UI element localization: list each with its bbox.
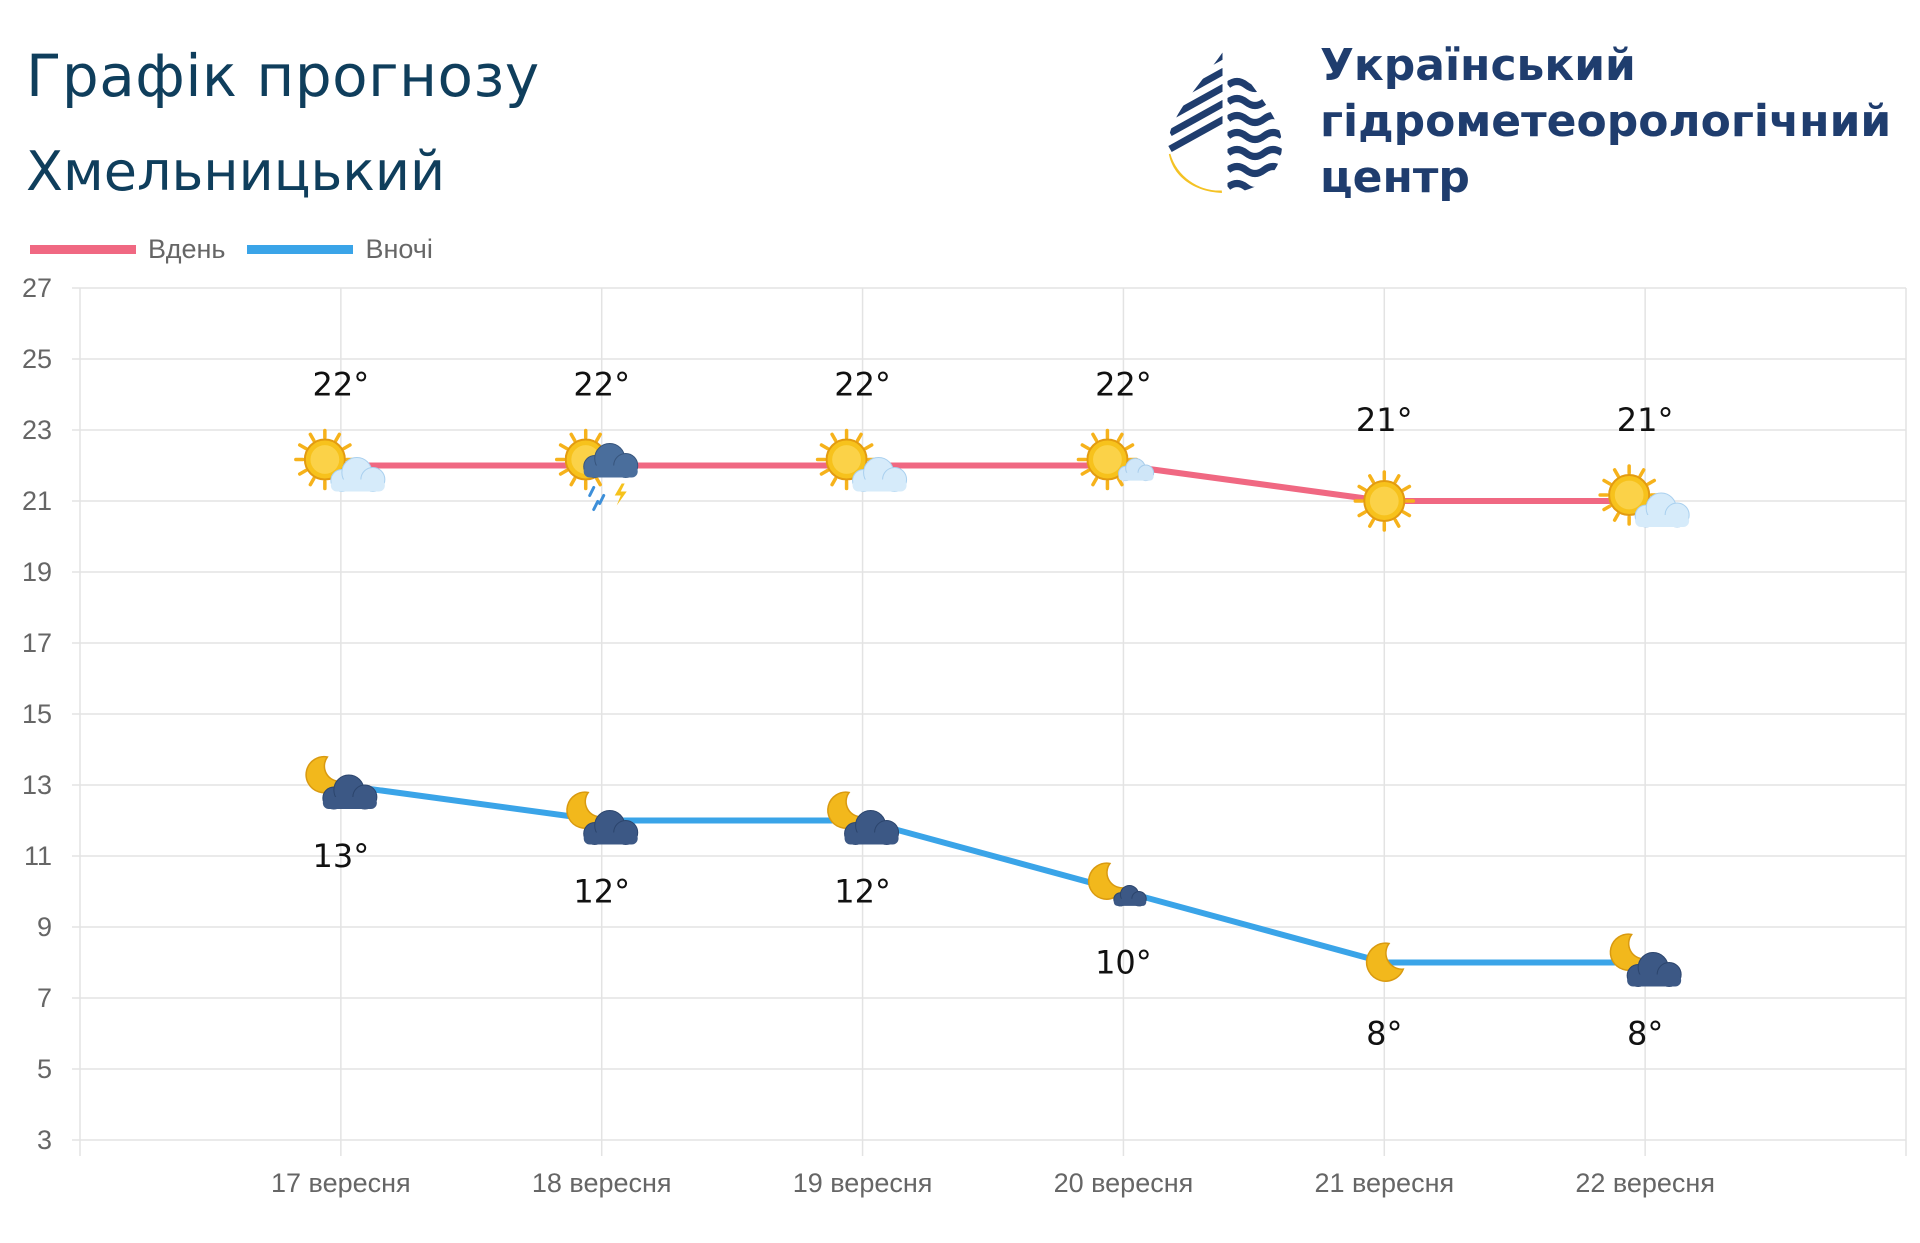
chart-title: Графік прогнозу (26, 42, 540, 110)
sun-cloud-icon (815, 428, 908, 492)
rain-shape (588, 486, 606, 511)
y-tick-label: 23 (22, 415, 52, 445)
x-tick-label: 21 вересня (1314, 1168, 1454, 1198)
moon-cloud-icon (305, 755, 378, 810)
org-name: Український гідрометеорологічний центр (1320, 38, 1891, 206)
sun-shape (294, 428, 356, 491)
moon-shape (1365, 942, 1405, 982)
cloud-shape (844, 810, 900, 845)
series-line (340, 462, 1646, 504)
org-name-line-3: центр (1320, 152, 1470, 203)
cloud-shape (1113, 885, 1147, 907)
legend-item-day[interactable]: Вдень (30, 234, 225, 265)
moon-shape (1087, 862, 1125, 900)
legend-label-day: Вдень (148, 233, 226, 264)
moon-icon (1365, 942, 1405, 982)
x-tick-label: 22 вересня (1575, 1168, 1715, 1198)
moon-cloud-icon (566, 791, 639, 845)
legend-label-night: Вночі (365, 233, 433, 264)
y-tick-label: 27 (22, 273, 52, 303)
water-drop-logo-icon (1168, 49, 1282, 193)
cloud-shape (1626, 952, 1682, 987)
data-label: 22° (834, 366, 891, 404)
y-tick-label: 5 (37, 1054, 52, 1084)
y-tick-label: 15 (22, 699, 52, 729)
sun-cloud-icon (294, 428, 386, 492)
sun-cloud-icon (1598, 464, 1690, 528)
cloud-shape (330, 457, 386, 492)
cloud-shape (583, 443, 639, 478)
cloud-shape (1634, 492, 1690, 528)
org-name-line-2: гідрометеорологічний (1320, 96, 1892, 147)
cloud-shape (583, 810, 639, 845)
y-tick-label: 25 (22, 344, 52, 374)
moon-cloud-icon (1609, 933, 1682, 987)
y-tick-label: 9 (37, 912, 52, 942)
cloud-shape (1118, 458, 1155, 482)
grid: 27 25 23 21 19 17 15 13 11 9 7 5 3 17 вересня 18 верес… (22, 273, 1907, 1198)
data-label: 22° (312, 366, 369, 404)
lightning-shape (614, 483, 627, 506)
data-label: 21° (1617, 401, 1674, 439)
data-label: 21° (1356, 401, 1413, 439)
cloud-shape (322, 774, 378, 810)
data-label: 13° (312, 837, 369, 875)
y-tick-label: 13 (22, 770, 52, 800)
chart-legend: Вдень Вночі (30, 232, 455, 266)
sun-shape (1353, 470, 1416, 532)
y-tick-label: 21 (22, 486, 52, 516)
sun-small-cloud-icon (1076, 428, 1155, 491)
series-line (340, 782, 1646, 966)
x-tick-label: 17 вересня (271, 1168, 411, 1198)
data-label: 8° (1366, 1015, 1402, 1053)
y-tick-label: 19 (22, 557, 52, 587)
legend-swatch-night (247, 244, 354, 254)
data-label: 22° (573, 366, 630, 404)
cloud-shape (852, 457, 908, 492)
sun-storm-icon (554, 428, 639, 511)
data-label: 12° (834, 873, 891, 911)
moon-small-cloud-icon (1087, 862, 1147, 907)
legend-swatch-day (30, 244, 136, 254)
y-tick-label: 7 (37, 983, 52, 1013)
x-tick-label: 19 вересня (793, 1168, 933, 1198)
data-label: 8° (1627, 1015, 1663, 1053)
y-tick-label: 3 (37, 1125, 52, 1155)
org-name-line-1: Український (1320, 40, 1636, 91)
y-tick-label: 17 (22, 628, 52, 658)
data-label: 22° (1095, 366, 1152, 404)
y-tick-label: 11 (24, 841, 52, 871)
moon-cloud-icon (827, 791, 900, 845)
sun-icon (1353, 470, 1416, 532)
series-night: 13° 12° 12° 10° 8° 8° (305, 755, 1682, 1053)
series-day: 22° 22° 22° 22° 21° 21° (294, 366, 1690, 532)
city-name: Хмельницький (26, 140, 446, 203)
legend-item-night[interactable]: Вночі (247, 233, 433, 265)
data-label: 10° (1095, 944, 1152, 982)
x-tick-label: 20 вересня (1054, 1168, 1194, 1198)
data-label: 12° (573, 873, 630, 911)
x-tick-label: 18 вересня (532, 1168, 672, 1198)
